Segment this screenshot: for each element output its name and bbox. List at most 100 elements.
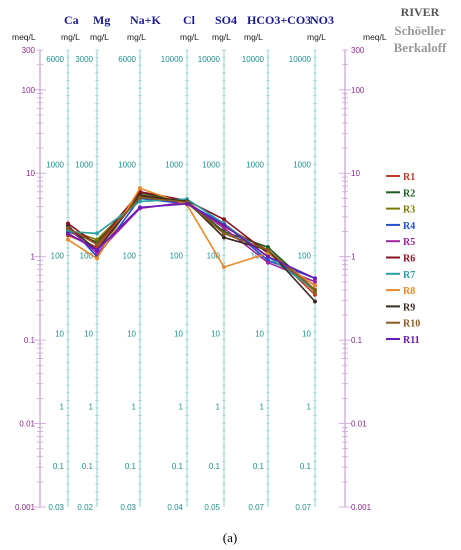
ion-axis-title: Mg xyxy=(93,13,110,27)
ion-axis-title: Cl xyxy=(183,13,196,27)
ion-tick-label: 10000 xyxy=(198,55,221,64)
data-point-R10 xyxy=(138,195,142,200)
ion-tick-label: 0.1 xyxy=(209,462,221,471)
ion-axis-title: Ca xyxy=(64,13,79,27)
ion-axis-unit: mg/L xyxy=(127,32,146,42)
data-point-R7 xyxy=(138,199,142,204)
ion-axis-unit: mg/L xyxy=(307,32,326,42)
ion-tick-label: 1 xyxy=(132,402,137,411)
data-point-R10 xyxy=(313,287,317,292)
ion-tick-label: 0.1 xyxy=(172,462,184,471)
meq-tick-label-right: 0.001 xyxy=(351,503,372,512)
meq-unit-label: meq/L xyxy=(12,32,36,42)
data-point-R6 xyxy=(222,217,226,222)
ion-axis-unit: mg/L xyxy=(244,32,263,42)
ion-axis-unit: mg/L xyxy=(180,32,199,42)
meq-tick-label-right: 300 xyxy=(351,46,365,55)
data-point-R8 xyxy=(66,237,70,242)
ion-tick-label: 100 xyxy=(170,252,184,261)
ion-tick-label: 100 xyxy=(298,252,312,261)
ion-tick-label: 10 xyxy=(174,329,183,338)
meq-tick-label-left: 100 xyxy=(22,86,36,95)
ion-tick-label: 0.07 xyxy=(248,503,264,512)
figure-caption: (a) xyxy=(223,530,237,545)
data-point-R8 xyxy=(222,265,226,270)
meq-tick-label-right: 0.1 xyxy=(351,336,363,345)
data-point-R1 xyxy=(313,292,317,297)
meq-unit-label: meq/L xyxy=(363,32,387,42)
data-point-R11 xyxy=(185,201,189,206)
meq-tick-label-left: 0.1 xyxy=(24,336,36,345)
ion-tick-label: 100 xyxy=(51,252,65,261)
meq-tick-label-left: 0.001 xyxy=(15,503,36,512)
ion-tick-label: 1 xyxy=(216,402,221,411)
legend-label-R8: R8 xyxy=(403,286,415,297)
chart-subtitle-2: Berkaloff xyxy=(394,40,447,55)
data-point-R5 xyxy=(266,260,270,265)
ion-axis-title: SO4 xyxy=(215,13,237,27)
ion-tick-label: 0.1 xyxy=(300,462,312,471)
ion-tick-label: 10 xyxy=(55,329,64,338)
data-point-R3 xyxy=(95,237,99,242)
ion-tick-label: 1 xyxy=(307,402,312,411)
legend-label-R1: R1 xyxy=(403,172,415,183)
ion-tick-label: 10000 xyxy=(242,55,265,64)
ion-tick-label: 10 xyxy=(255,329,264,338)
data-point-R10 xyxy=(222,231,226,236)
meq-tick-label-left: 1 xyxy=(31,253,36,262)
data-point-R11 xyxy=(95,248,99,253)
legend-label-R6: R6 xyxy=(403,254,415,265)
ion-tick-label: 10000 xyxy=(289,55,312,64)
ion-tick-label: 1000 xyxy=(293,160,311,169)
ion-tick-label: 100 xyxy=(123,252,137,261)
data-point-R8 xyxy=(138,186,142,191)
ion-tick-label: 10000 xyxy=(161,55,184,64)
data-point-R8 xyxy=(313,283,317,288)
ion-tick-label: 10 xyxy=(127,329,136,338)
data-point-R5 xyxy=(95,251,99,256)
ion-tick-label: 0.1 xyxy=(253,462,265,471)
data-point-R8 xyxy=(95,256,99,261)
legend-label-R9: R9 xyxy=(403,302,415,313)
ion-tick-label: 6000 xyxy=(118,55,136,64)
ion-tick-label: 1 xyxy=(260,402,265,411)
ion-tick-label: 1000 xyxy=(118,160,136,169)
ion-axis-unit: mg/L xyxy=(212,32,231,42)
meq-tick-label-left: 10 xyxy=(26,169,35,178)
meq-tick-label-right: 1 xyxy=(351,253,356,262)
meq-tick-label-right: 10 xyxy=(351,169,360,178)
ion-tick-label: 0.02 xyxy=(77,503,93,512)
data-point-R11 xyxy=(313,276,317,281)
ion-axis-unit: mg/L xyxy=(61,32,80,42)
ion-tick-label: 1000 xyxy=(46,160,64,169)
meq-tick-label-right: 0.01 xyxy=(351,420,367,429)
ion-tick-label: 100 xyxy=(207,252,221,261)
data-point-R10 xyxy=(266,248,270,253)
legend-label-R5: R5 xyxy=(403,237,415,248)
meq-tick-label-left: 0.01 xyxy=(19,420,35,429)
legend-label-R2: R2 xyxy=(403,188,415,199)
data-point-R9 xyxy=(222,235,226,240)
data-point-R7 xyxy=(95,231,99,236)
ion-tick-label: 0.05 xyxy=(204,503,220,512)
data-point-R11 xyxy=(222,222,226,227)
ion-tick-label: 6000 xyxy=(46,55,64,64)
ion-tick-label: 0.03 xyxy=(48,503,64,512)
ion-tick-label: 0.07 xyxy=(295,503,311,512)
data-point-R11 xyxy=(66,231,70,236)
legend-label-R4: R4 xyxy=(403,221,415,232)
legend-label-R10: R10 xyxy=(403,319,420,330)
data-point-R11 xyxy=(138,205,142,210)
ion-tick-label: 3000 xyxy=(75,55,93,64)
ion-tick-label: 1 xyxy=(60,402,65,411)
ion-tick-label: 0.1 xyxy=(53,462,65,471)
ion-tick-label: 1000 xyxy=(75,160,93,169)
legend-label-R7: R7 xyxy=(403,270,415,281)
ion-tick-label: 1 xyxy=(179,402,184,411)
chart-subtitle-1: Schöeller xyxy=(394,23,445,38)
ion-tick-label: 1000 xyxy=(165,160,183,169)
ion-axis-title: HCO3+CO3 xyxy=(247,13,311,27)
data-point-R5 xyxy=(222,226,226,231)
